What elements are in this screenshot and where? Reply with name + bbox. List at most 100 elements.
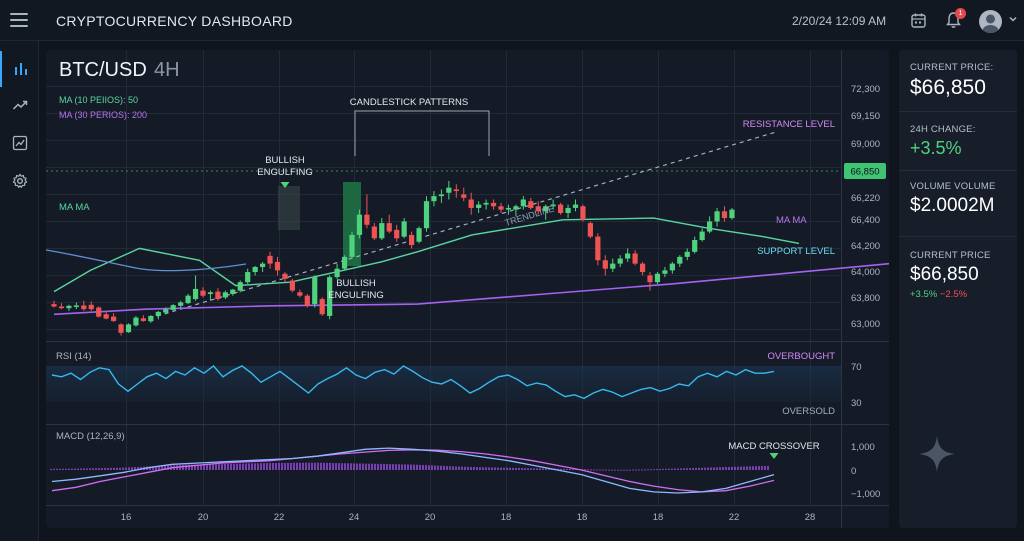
macd-bar [752,466,754,470]
rsi-line [51,365,775,400]
macd-bar [530,468,532,470]
macd-bar [686,468,688,470]
candle-body [595,236,601,261]
macd-bar [104,468,106,470]
candle-body [580,206,586,220]
candle-body [565,207,571,213]
candle-body [468,199,474,208]
menu-icon[interactable] [10,13,28,27]
macd-bar [743,466,745,470]
candle-body [170,305,176,310]
trending-up-icon [12,100,27,110]
candle-body [587,223,593,237]
macd-bar [389,464,391,470]
macd-bar [116,467,118,470]
pattern-highlight-top [278,186,300,230]
macd-bar [755,466,757,470]
rsi-band [46,366,841,402]
macd-bar [458,466,460,470]
candle-body [483,202,489,205]
timeframe-selector[interactable]: 4H [154,59,180,81]
macd-bar [464,466,466,470]
x-tick: 28 [805,512,816,523]
macd-bar [278,462,280,470]
price-chart[interactable]: CANDLESTICK PATTERNS BULLISH ENGULFING B… [46,50,889,528]
stat-value: $66,850 [910,76,986,99]
candle-body [222,292,228,298]
macd-bar [215,464,217,470]
macd-bar [584,469,586,471]
annotation-bullish-top-2: ENGULFING [257,167,312,178]
candle-body [431,196,437,202]
nav-item-analytics[interactable] [0,125,39,161]
macd-bar [299,462,301,470]
macd-tick: −1,000 [851,489,880,500]
macd-bar [518,467,520,470]
macd-bar [437,465,439,470]
macd-bar [347,463,349,470]
macd-bar [149,466,151,470]
candle-body [103,314,109,319]
macd-bar [266,463,268,470]
candle-body [51,304,57,307]
candle-body [88,304,94,310]
nav-item-trends[interactable] [0,87,39,123]
macd-bar [182,464,184,470]
candle-body [394,229,400,239]
macd-bar [329,462,331,470]
x-tick: 20 [198,512,209,523]
macd-bar [191,464,193,470]
macd-bar [221,463,223,470]
candle-body [684,251,690,257]
macd-bar [95,468,97,470]
macd-bar [713,467,715,470]
candle-body [341,256,348,269]
macd-bar [188,464,190,470]
candle-body [639,263,646,273]
sparkle-icon[interactable] [917,434,957,474]
candle-body [282,273,288,279]
candle-body [207,292,214,294]
chevron-down-icon[interactable] [1008,14,1018,24]
patterns-bracket [354,110,490,156]
candle-body [66,305,72,309]
divider [899,236,1017,237]
macd-bar [461,466,463,470]
nav-item-dashboard[interactable] [0,51,39,87]
candle-body [453,189,459,192]
macd-bar [716,467,718,470]
macd-bar [635,469,637,471]
candle-body [729,209,735,219]
macd-bar [476,467,478,470]
price-tick: 69,000 [851,139,880,150]
macd-bar [185,464,187,470]
macd-bar [140,466,142,470]
macd-bar [125,467,127,470]
macd-bar [620,469,622,471]
macd-bar [503,467,505,470]
calendar-icon[interactable] [910,12,927,29]
price-tick: 63,000 [851,319,880,330]
macd-bar [455,466,457,470]
macd-bar [434,465,436,470]
macd-bar [314,462,316,470]
candle-body [245,272,251,283]
candle-body [669,263,675,271]
nav-item-settings[interactable] [0,163,39,199]
macd-bar [293,462,295,470]
candle-body [125,324,132,333]
macd-bar [311,462,313,470]
stat-volume: VOLUME VOLUME $2.0002M [910,181,1010,217]
candle-body [148,315,154,322]
macd-bar [305,462,307,470]
macd-bar [758,466,760,470]
macd-bar [407,464,409,470]
candle-body [625,253,631,259]
candle-body [662,270,668,274]
macd-bar [572,469,574,471]
user-avatar[interactable] [979,10,1002,33]
macd-bar [692,468,694,470]
stat-label: VOLUME VOLUME [910,181,996,192]
candle-body [476,204,482,208]
macd-bar [386,464,388,470]
